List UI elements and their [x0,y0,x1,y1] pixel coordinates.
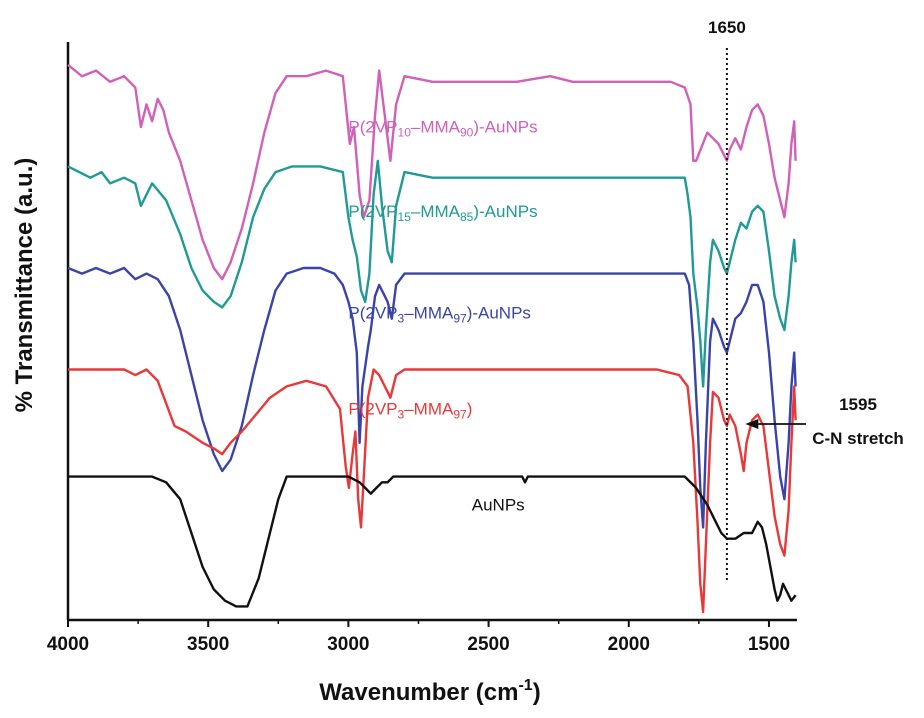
series-line-4 [68,475,797,608]
x-axis-title: Wavenumber (cm-1) [319,677,540,706]
series-line-0 [67,63,797,281]
arrow-label-wavenumber: 1595 [839,395,877,414]
x-tick-label: 1500 [748,634,790,655]
y-axis-title: % Transmittance (a.u.) [11,158,38,413]
x-tick-label: 3500 [187,634,229,655]
x-tick-label: 4000 [47,634,89,655]
series-label-2: P(2VP3–MMA97)-AuNPs [348,304,531,326]
series-line-2 [67,266,797,529]
annotations: 1650 1595 C-N stretch [708,18,904,583]
series-label-3: P(2VP3–MMA97) [348,400,472,422]
series-label-1: P(2VP15–MMA85)-AuNPs [348,202,537,224]
x-tick-label: 3000 [327,634,369,655]
axes: 4000 3500 3000 2500 2000 1500 [47,42,797,655]
arrow-label-stretch: C-N stretch [812,429,904,448]
x-tick-label: 2000 [608,634,650,655]
marker-label-1650: 1650 [708,18,746,37]
series-layer [67,63,797,614]
series-line-1 [67,159,797,388]
series-line-3 [68,368,797,614]
series-label-4: AuNPs [472,495,525,514]
series-labels: P(2VP10–MMA90)-AuNPs P(2VP15–MMA85)-AuNPs… [348,118,537,515]
series-label-0: P(2VP10–MMA90)-AuNPs [348,118,537,140]
arrow-head [745,419,759,429]
x-tick-label: 2500 [467,634,509,655]
